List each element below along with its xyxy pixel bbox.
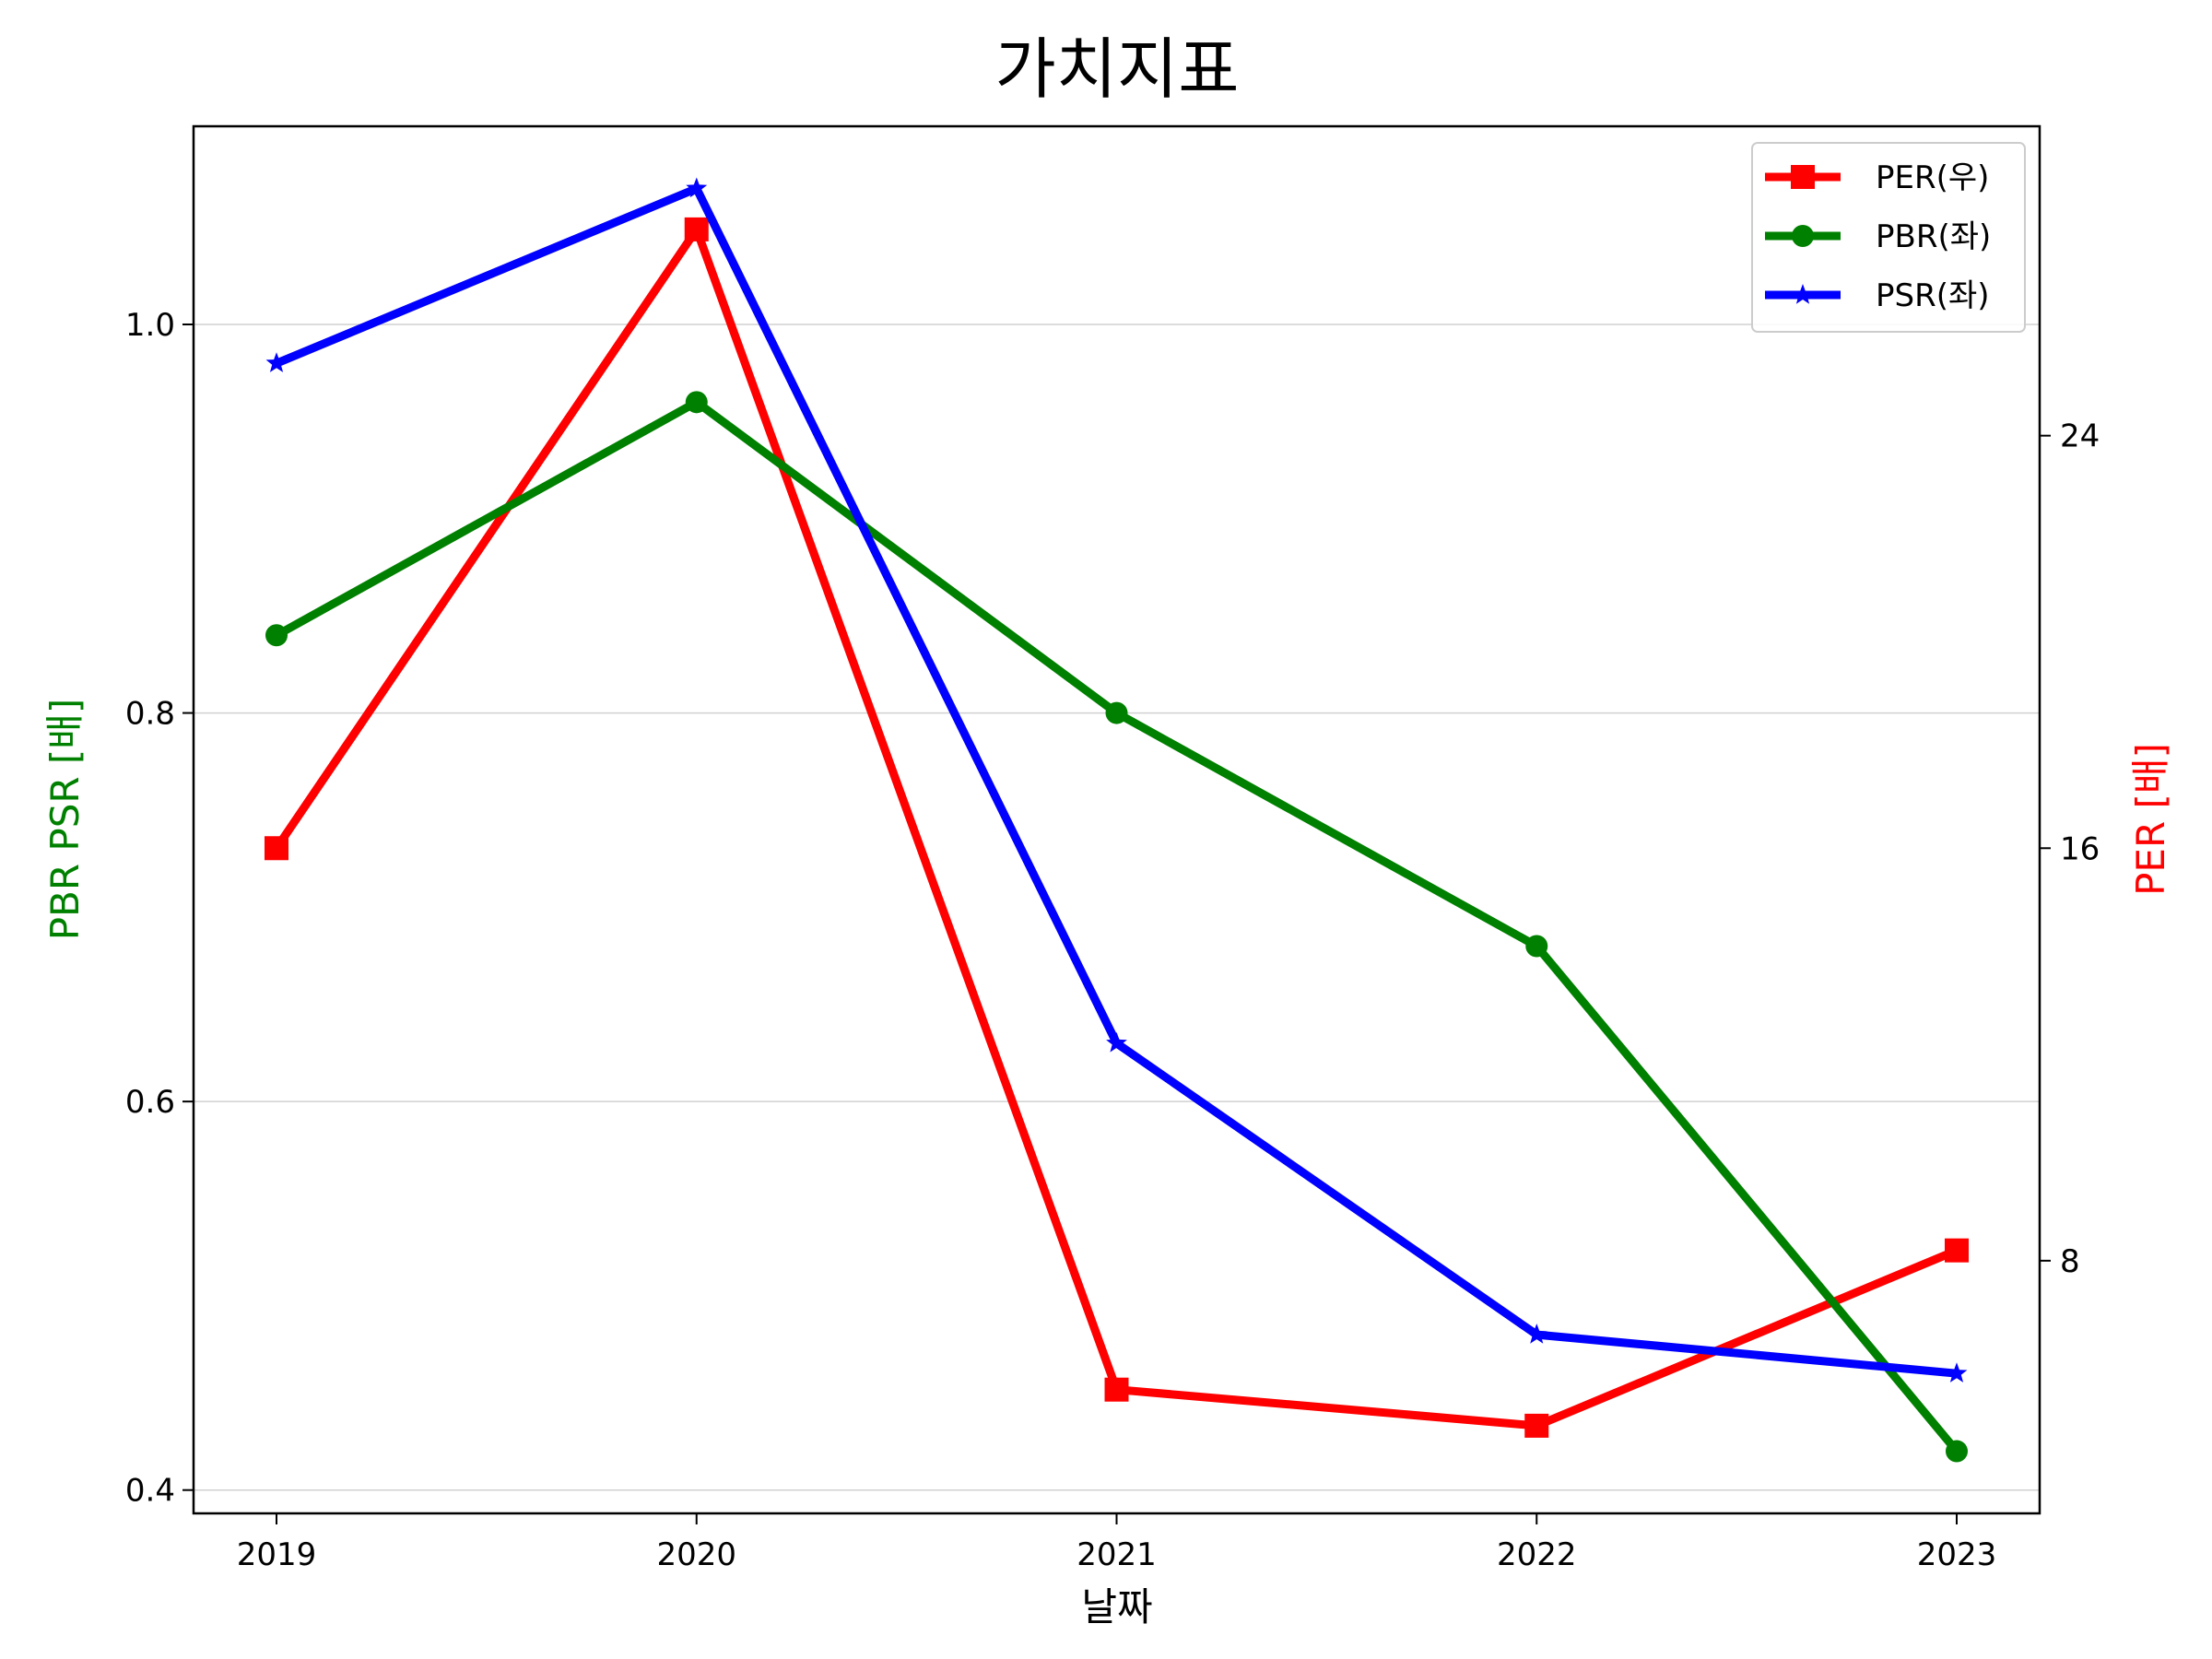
series-line — [273, 225, 1959, 1430]
axes-layer: 0.4 0.6 0.8 1.0 8 16 24 2019 2020 2021 2022 2023 — [125, 307, 2100, 1573]
legend-swatch-marker — [1792, 225, 1814, 247]
legend-swatch-marker — [1792, 284, 1814, 304]
data-point — [1946, 1440, 1968, 1463]
grid-layer — [194, 324, 2040, 1491]
data-point — [685, 391, 708, 414]
data-point — [265, 624, 288, 647]
series-PSR(좌) — [265, 177, 1968, 1382]
x-tick-label: 2019 — [237, 1536, 317, 1573]
y-left-tick-label: 0.8 — [125, 696, 175, 733]
legend: PER(우) PBR(좌) PSR(좌) — [1751, 142, 2026, 333]
legend-box — [1751, 142, 2026, 333]
data-point — [1946, 1362, 1968, 1382]
y-right-tick-label: 8 — [2060, 1243, 2080, 1280]
series-layer — [265, 177, 1969, 1463]
x-tick-label: 2020 — [656, 1536, 736, 1573]
data-point — [1106, 1031, 1127, 1053]
y-right-tick-label: 16 — [2060, 830, 2100, 867]
data-point — [265, 352, 288, 372]
y-left-tick-label: 0.4 — [125, 1473, 175, 1510]
legend-item: PER(우) — [1765, 159, 1989, 196]
data-point — [684, 217, 709, 241]
chart-title: 가치지표 — [995, 30, 1240, 108]
y-left-tick-label: 0.6 — [125, 1084, 175, 1121]
data-point — [1945, 1238, 1969, 1263]
series-line — [274, 397, 1960, 1454]
legend-item: PBR(좌) — [1765, 218, 1991, 255]
series-line — [275, 184, 1958, 1378]
series-PBR(좌) — [265, 391, 1968, 1463]
legend-label: PBR(좌) — [1876, 218, 1991, 255]
data-point — [1524, 1413, 1549, 1438]
legend-label: PSR(좌) — [1876, 277, 1990, 314]
legend-item: PSR(좌) — [1765, 277, 1990, 314]
series-PER(우) — [265, 217, 1969, 1438]
data-point — [1104, 1377, 1129, 1402]
y-right-axis-label: PER [배] — [2128, 743, 2173, 896]
data-point — [686, 177, 708, 198]
x-tick-label: 2023 — [1917, 1536, 1997, 1573]
x-axis-label: 날짜 — [1081, 1584, 1152, 1630]
plot-frame — [192, 124, 2041, 1515]
y-left-axis-label: PBR PSR [배] — [42, 699, 88, 941]
legend-label: PER(우) — [1876, 159, 1989, 196]
legend-swatch-marker — [1791, 165, 1815, 189]
data-point — [1525, 1324, 1547, 1344]
data-point — [265, 836, 288, 861]
data-point — [1525, 935, 1548, 958]
y-right-tick-label: 24 — [2060, 418, 2100, 455]
y-left-tick-label: 1.0 — [125, 307, 175, 344]
data-point — [1105, 701, 1128, 724]
x-tick-label: 2022 — [1497, 1536, 1577, 1573]
x-tick-label: 2021 — [1077, 1536, 1157, 1573]
